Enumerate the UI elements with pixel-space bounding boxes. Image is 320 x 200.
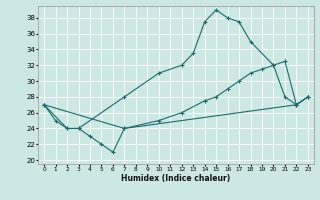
X-axis label: Humidex (Indice chaleur): Humidex (Indice chaleur) (121, 174, 231, 183)
